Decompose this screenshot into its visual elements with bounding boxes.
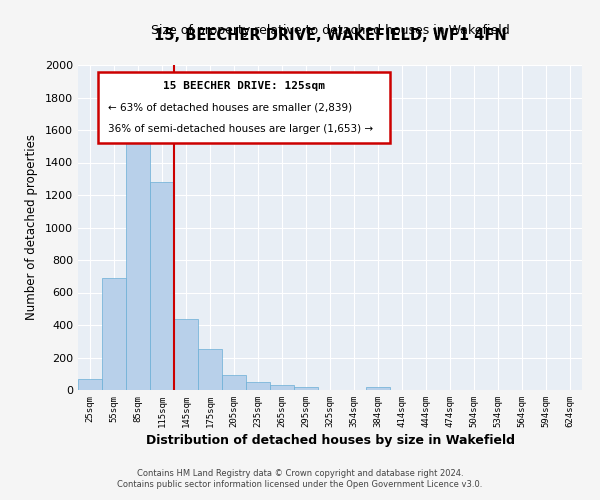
Text: Contains public sector information licensed under the Open Government Licence v3: Contains public sector information licen… [118,480,482,489]
Bar [151,182,173,390]
Bar [247,382,269,390]
Text: 36% of semi-detached houses are larger (1,653) →: 36% of semi-detached houses are larger (… [108,124,373,134]
Text: ← 63% of detached houses are smaller (2,839): ← 63% of detached houses are smaller (2,… [108,102,352,113]
Bar [223,376,245,390]
Title: Size of property relative to detached houses in Wakefield: Size of property relative to detached ho… [151,24,509,38]
X-axis label: Distribution of detached houses by size in Wakefield: Distribution of detached houses by size … [146,434,515,447]
Bar [271,385,293,390]
Bar [79,380,101,390]
Bar [103,278,125,390]
Bar [199,350,221,390]
Bar [127,125,149,390]
Text: Contains HM Land Registry data © Crown copyright and database right 2024.: Contains HM Land Registry data © Crown c… [137,468,463,477]
Bar [295,387,317,390]
Text: 15, BEECHER DRIVE, WAKEFIELD, WF1 4FN: 15, BEECHER DRIVE, WAKEFIELD, WF1 4FN [154,28,506,42]
Y-axis label: Number of detached properties: Number of detached properties [25,134,38,320]
Bar [175,320,197,390]
Text: 15 BEECHER DRIVE: 125sqm: 15 BEECHER DRIVE: 125sqm [163,81,325,91]
Bar [367,387,389,390]
FancyBboxPatch shape [98,72,391,143]
